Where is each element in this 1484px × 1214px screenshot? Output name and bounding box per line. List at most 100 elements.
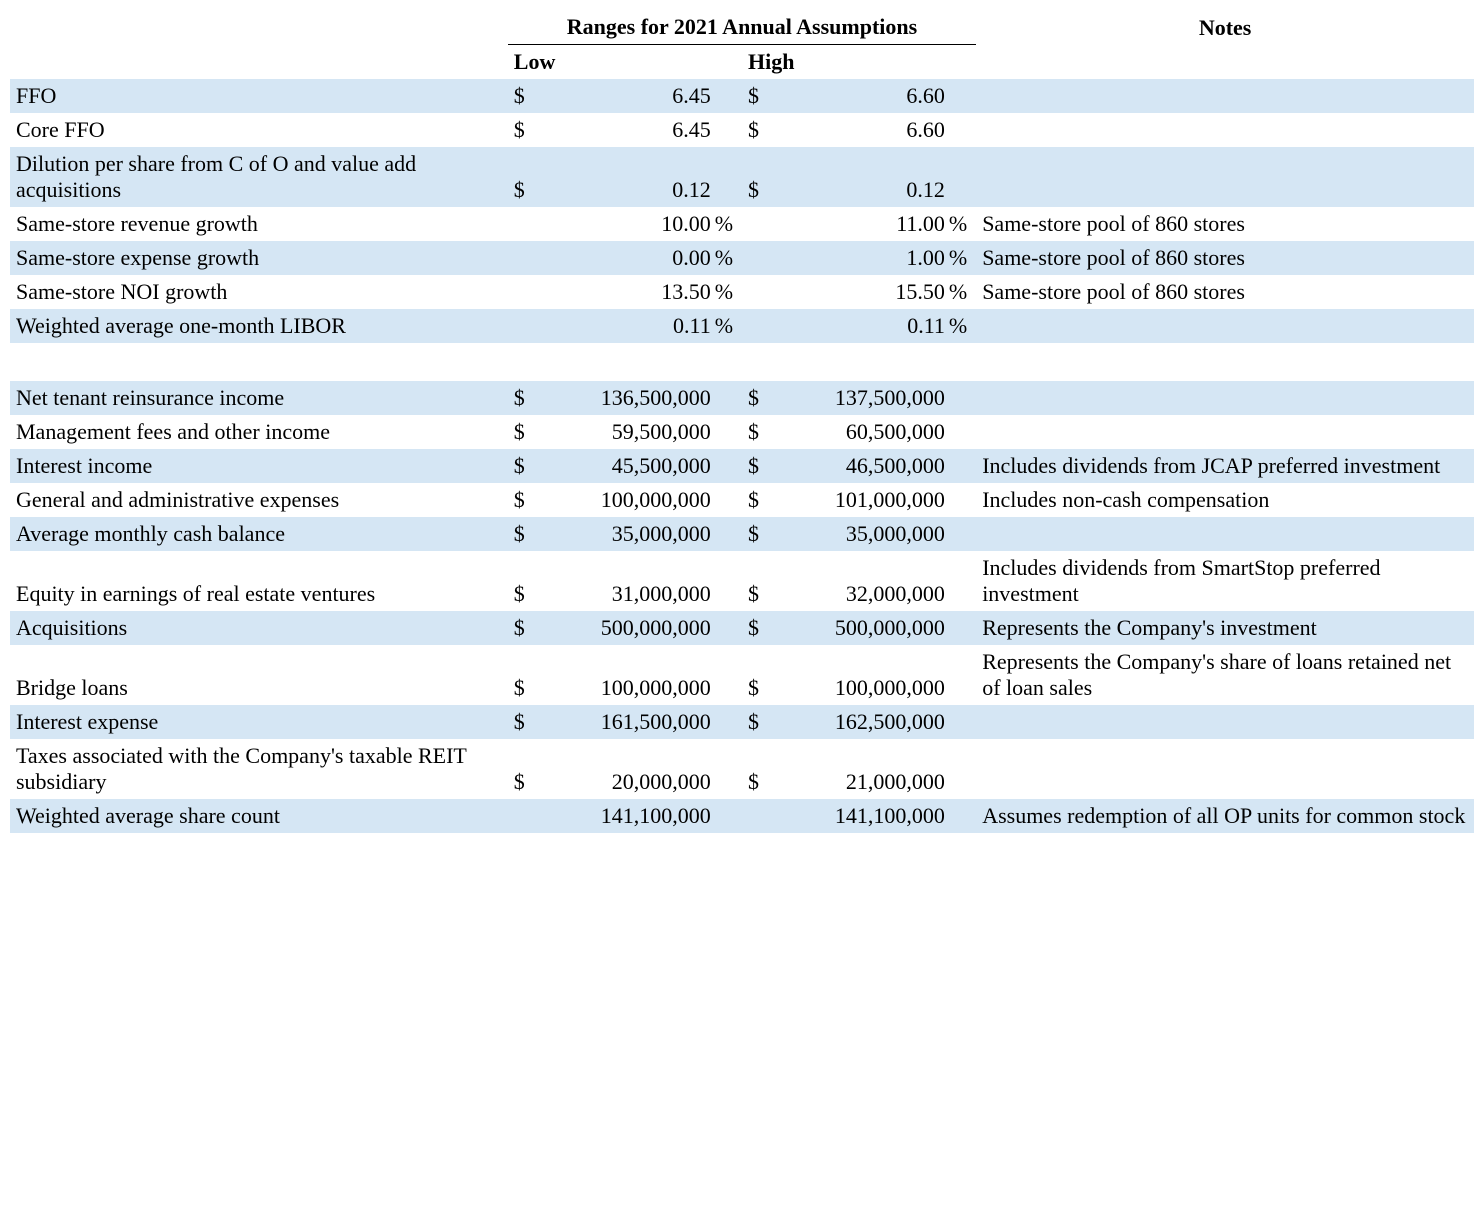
- high-value: 141,100,000: [786, 799, 947, 833]
- table-row: Interest income$45,500,000$46,500,000Inc…: [10, 449, 1474, 483]
- row-notes: Same-store pool of 860 stores: [976, 275, 1474, 309]
- low-suffix: [713, 551, 742, 611]
- row-label: Net tenant reinsurance income: [10, 381, 508, 415]
- low-symbol: [508, 275, 552, 309]
- high-value: 46,500,000: [786, 449, 947, 483]
- row-notes: [976, 739, 1474, 799]
- low-suffix: [713, 147, 742, 207]
- low-symbol: $: [508, 113, 552, 147]
- high-symbol: $: [742, 739, 786, 799]
- high-symbol: $: [742, 705, 786, 739]
- low-symbol: $: [508, 147, 552, 207]
- low-symbol: $: [508, 79, 552, 113]
- high-symbol: $: [742, 483, 786, 517]
- low-suffix: [713, 705, 742, 739]
- row-notes: [976, 147, 1474, 207]
- table-row: Acquisitions$500,000,000$500,000,000Repr…: [10, 611, 1474, 645]
- low-suffix: %: [713, 241, 742, 275]
- row-notes: [976, 381, 1474, 415]
- high-value: 0.11: [786, 309, 947, 343]
- low-suffix: [713, 799, 742, 833]
- low-suffix: [713, 611, 742, 645]
- header-ranges: Ranges for 2021 Annual Assumptions: [508, 10, 976, 45]
- high-symbol: [742, 799, 786, 833]
- low-symbol: $: [508, 611, 552, 645]
- high-value: 100,000,000: [786, 645, 947, 705]
- low-symbol: $: [508, 645, 552, 705]
- low-suffix: [713, 483, 742, 517]
- high-symbol: $: [742, 611, 786, 645]
- high-value: 137,500,000: [786, 381, 947, 415]
- row-label: Same-store expense growth: [10, 241, 508, 275]
- high-value: 32,000,000: [786, 551, 947, 611]
- low-symbol: [508, 241, 552, 275]
- row-notes: Includes dividends from SmartStop prefer…: [976, 551, 1474, 611]
- low-suffix: [713, 645, 742, 705]
- high-value: 11.00: [786, 207, 947, 241]
- high-symbol: $: [742, 381, 786, 415]
- row-label: Management fees and other income: [10, 415, 508, 449]
- low-symbol: $: [508, 449, 552, 483]
- row-notes: [976, 517, 1474, 551]
- row-notes: Represents the Company's investment: [976, 611, 1474, 645]
- low-value: 100,000,000: [552, 645, 713, 705]
- row-label: Core FFO: [10, 113, 508, 147]
- table-row: Core FFO$6.45$6.60: [10, 113, 1474, 147]
- high-suffix: [947, 517, 976, 551]
- high-suffix: [947, 147, 976, 207]
- high-symbol: $: [742, 147, 786, 207]
- low-symbol: [508, 207, 552, 241]
- high-value: 101,000,000: [786, 483, 947, 517]
- high-value: 15.50: [786, 275, 947, 309]
- high-suffix: %: [947, 275, 976, 309]
- row-label: Bridge loans: [10, 645, 508, 705]
- low-suffix: [713, 739, 742, 799]
- row-label: Acquisitions: [10, 611, 508, 645]
- row-notes: Represents the Company's share of loans …: [976, 645, 1474, 705]
- low-value: 136,500,000: [552, 381, 713, 415]
- high-value: 500,000,000: [786, 611, 947, 645]
- low-value: 0.11: [552, 309, 713, 343]
- row-notes: [976, 309, 1474, 343]
- row-notes: Same-store pool of 860 stores: [976, 241, 1474, 275]
- high-symbol: $: [742, 517, 786, 551]
- low-value: 6.45: [552, 113, 713, 147]
- high-suffix: %: [947, 241, 976, 275]
- low-suffix: %: [713, 309, 742, 343]
- row-label: Weighted average share count: [10, 799, 508, 833]
- low-value: 59,500,000: [552, 415, 713, 449]
- low-value: 100,000,000: [552, 483, 713, 517]
- low-value: 13.50: [552, 275, 713, 309]
- high-suffix: [947, 415, 976, 449]
- low-symbol: $: [508, 705, 552, 739]
- low-value: 31,000,000: [552, 551, 713, 611]
- high-value: 6.60: [786, 113, 947, 147]
- low-value: 0.00: [552, 241, 713, 275]
- low-symbol: $: [508, 551, 552, 611]
- low-value: 500,000,000: [552, 611, 713, 645]
- high-suffix: [947, 381, 976, 415]
- row-notes: [976, 415, 1474, 449]
- low-value: 10.00: [552, 207, 713, 241]
- row-notes: Includes dividends from JCAP preferred i…: [976, 449, 1474, 483]
- low-value: 161,500,000: [552, 705, 713, 739]
- row-label: General and administrative expenses: [10, 483, 508, 517]
- low-suffix: [713, 113, 742, 147]
- table-row: Net tenant reinsurance income $136,500,00…: [10, 381, 1474, 415]
- high-suffix: [947, 739, 976, 799]
- low-symbol: $: [508, 483, 552, 517]
- high-suffix: [947, 705, 976, 739]
- table-row: Same-store revenue growth10.00 %11.00 %S…: [10, 207, 1474, 241]
- high-symbol: $: [742, 449, 786, 483]
- high-symbol: $: [742, 113, 786, 147]
- table-row: [10, 343, 1474, 381]
- low-value: 45,500,000: [552, 449, 713, 483]
- table-row: Weighted average one-month LIBOR0.11 %0.…: [10, 309, 1474, 343]
- row-label: Equity in earnings of real estate ventur…: [10, 551, 508, 611]
- high-value: 35,000,000: [786, 517, 947, 551]
- low-suffix: [713, 517, 742, 551]
- high-symbol: [742, 275, 786, 309]
- high-value: 0.12: [786, 147, 947, 207]
- header-notes: Notes: [976, 10, 1474, 45]
- low-suffix: [713, 415, 742, 449]
